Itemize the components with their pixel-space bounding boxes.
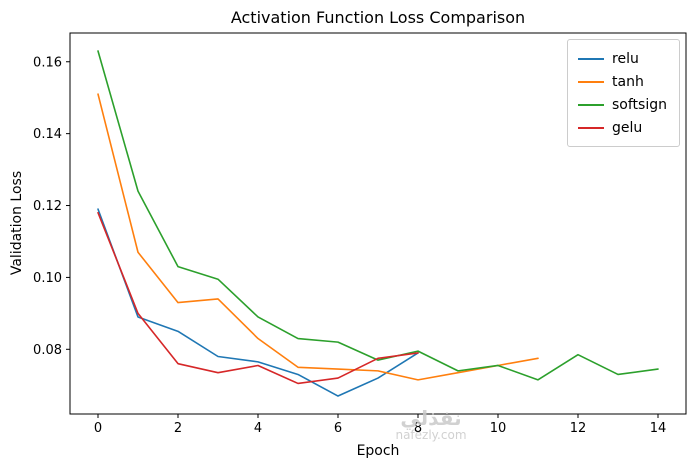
x-tick-label: 2 [174,421,182,436]
legend-label-softsign: softsign [612,96,667,113]
y-axis-label: Validation Loss [9,170,25,276]
x-tick-label: 4 [254,421,262,436]
y-tick-label: 0.16 [33,55,62,70]
y-tick-label: 0.12 [33,199,62,214]
chart-title: Activation Function Loss Comparison [230,8,526,27]
x-tick-label: 10 [490,421,507,436]
x-tick-label: 14 [650,421,667,436]
legend-line-sample-relu [578,57,605,60]
legend-label-relu: relu [612,50,639,67]
series-line-softsign [97,50,659,381]
legend-line-sample-gelu [578,126,605,129]
x-axis-label: Epoch [356,443,400,459]
legend-line-sample-softsign [578,103,605,106]
legend-item-tanh: tanh [578,70,667,93]
x-tick-label: 0 [94,421,102,436]
legend-line-sample-tanh [578,80,605,83]
x-tick-label: 6 [334,421,342,436]
x-tick-label: 8 [414,421,422,436]
y-tick-label: 0.10 [33,271,62,286]
legend-label-tanh: tanh [612,73,644,90]
legend: relu tanh softsign gelu [567,39,680,147]
x-tick-label: 12 [570,421,587,436]
series-line-relu [97,208,419,397]
y-tick-label: 0.08 [33,343,62,358]
series-line-tanh [97,93,539,381]
series-line-gelu [97,211,419,385]
plot-area [69,32,687,415]
legend-item-softsign: softsign [578,93,667,116]
y-tick-label: 0.14 [33,127,62,142]
legend-item-relu: relu [578,47,667,70]
legend-item-gelu: gelu [578,116,667,139]
legend-label-gelu: gelu [612,119,643,136]
